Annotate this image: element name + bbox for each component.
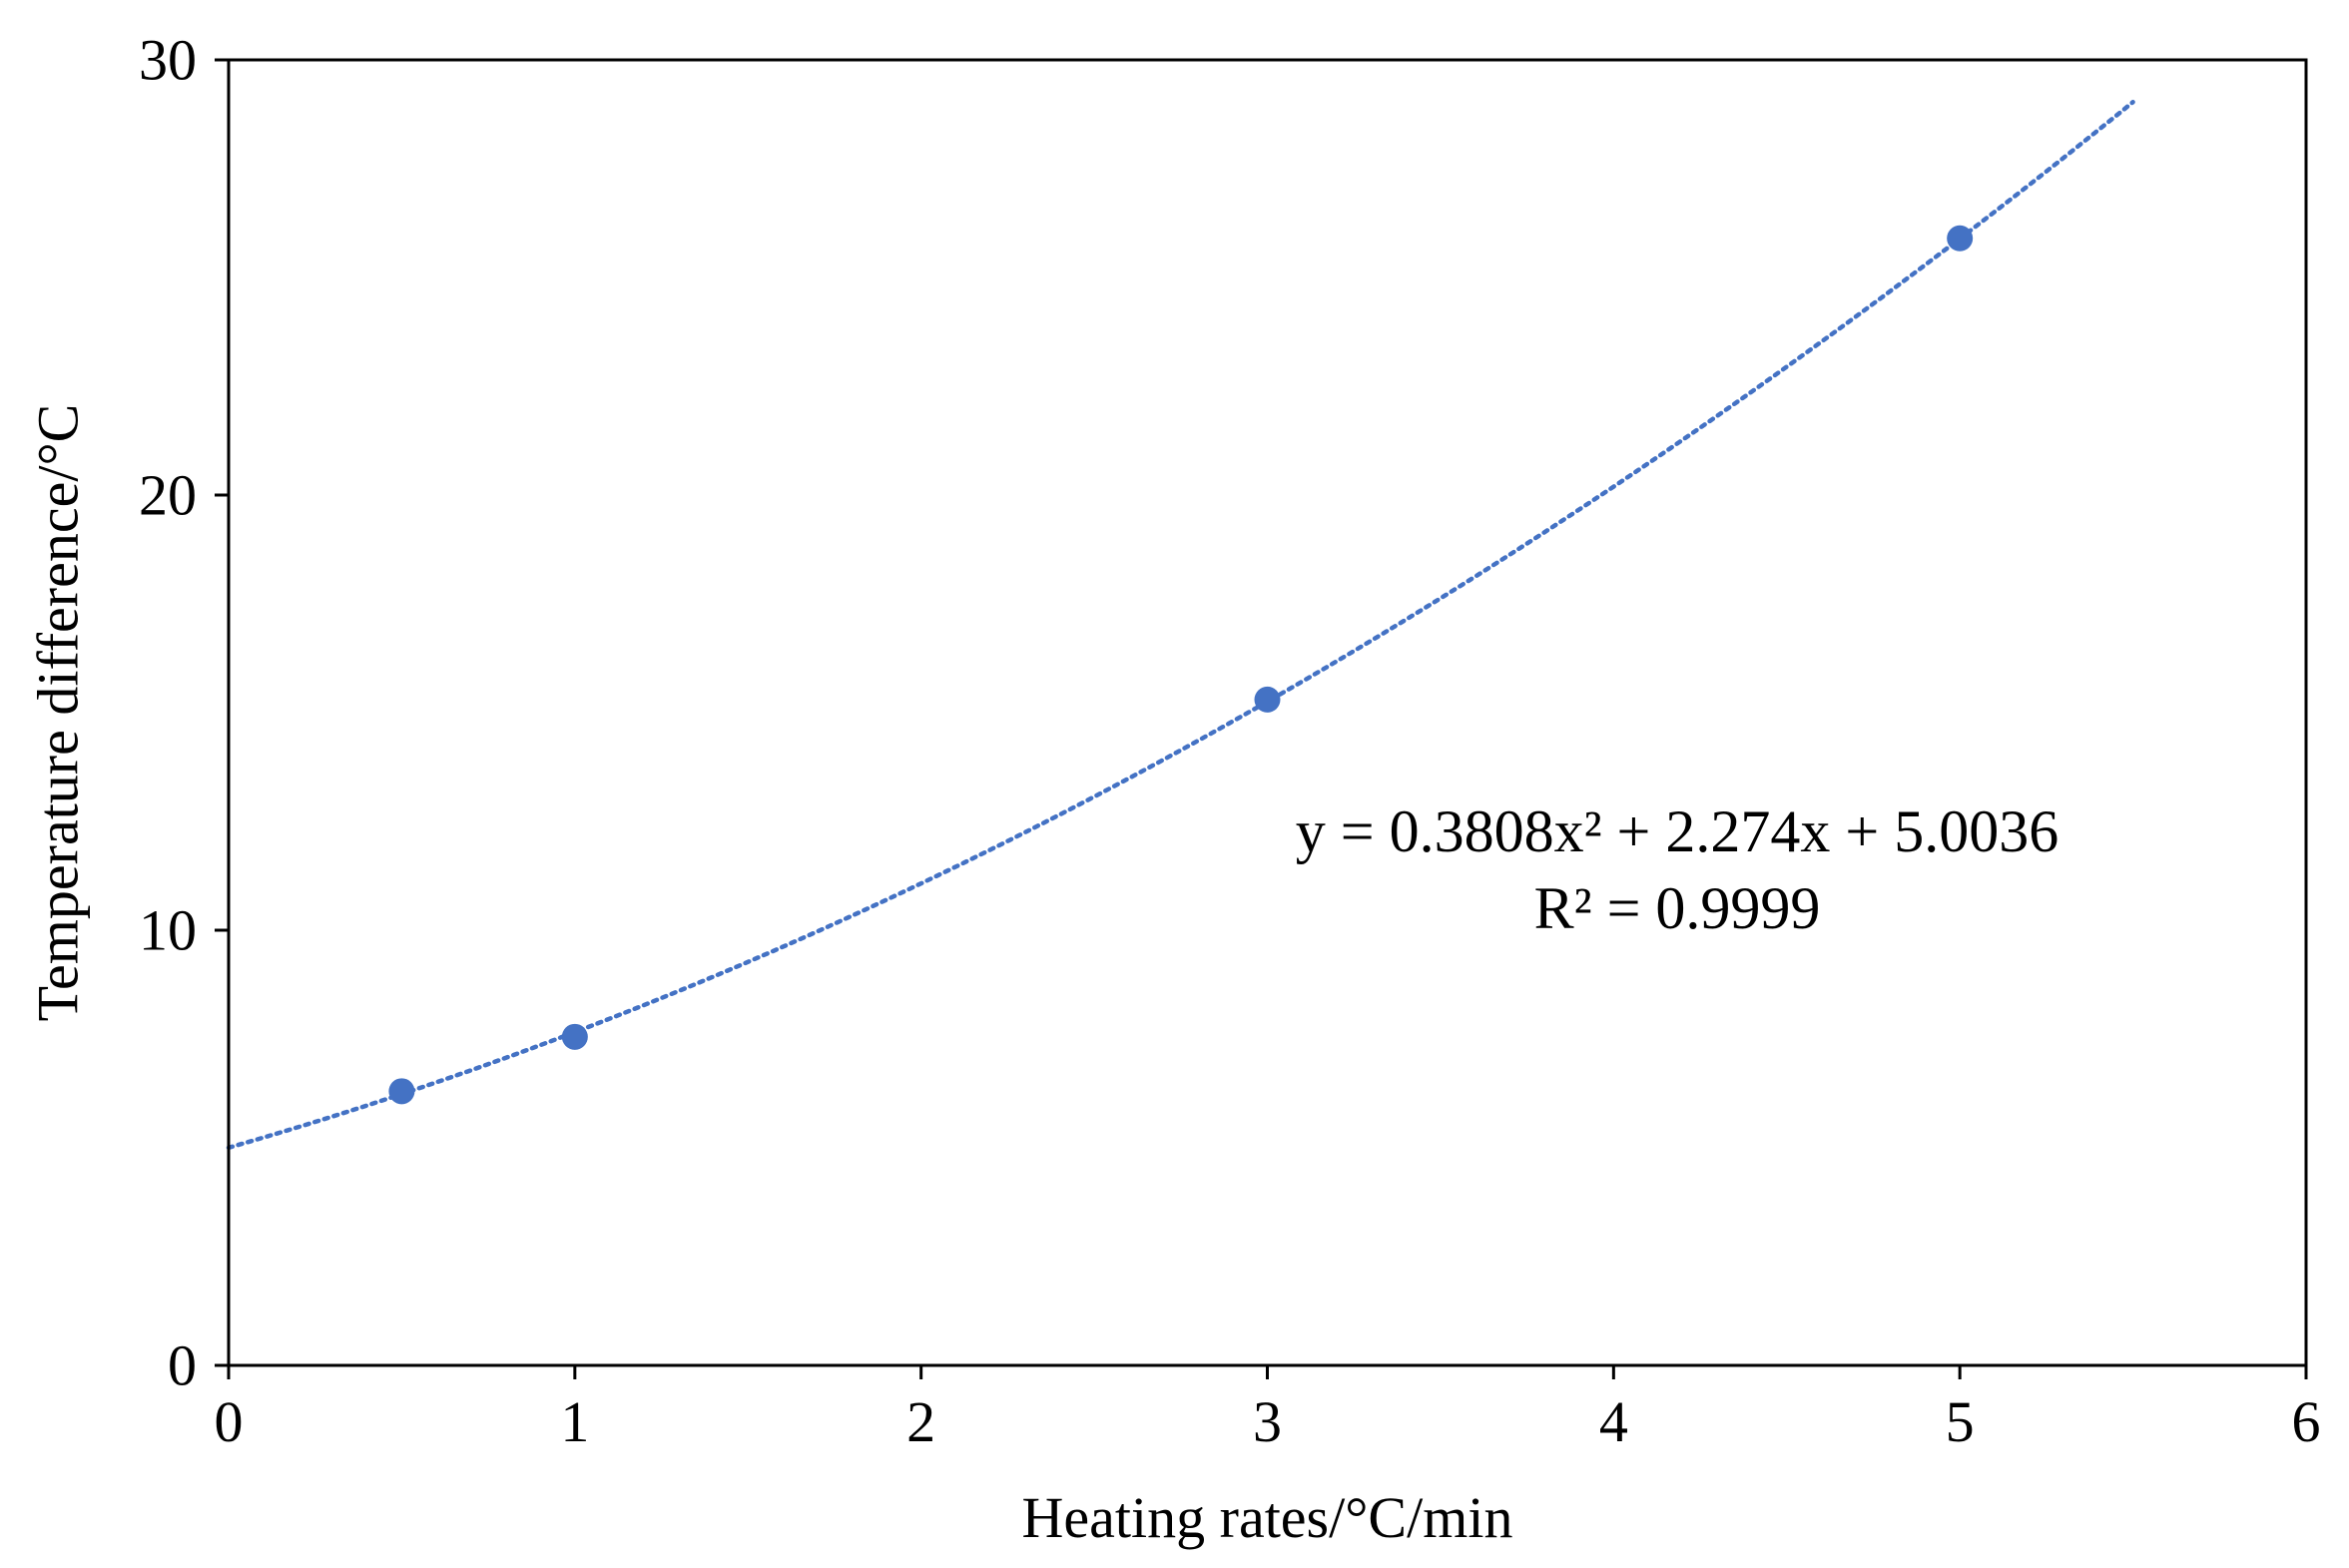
data-point xyxy=(561,1023,588,1050)
y-axis-title: Temperature difference/°C xyxy=(26,404,91,1022)
trendline-group xyxy=(226,100,2135,1151)
x-axis-title: Heating rates/°C/min xyxy=(1022,1485,1513,1550)
x-tick-label: 3 xyxy=(1253,1389,1282,1454)
trendline-r-squared: R² = 0.9999 xyxy=(1534,875,1821,941)
y-tick-label: 0 xyxy=(168,1333,197,1398)
data-points-group xyxy=(388,225,1974,1105)
x-axis-ticks: 0 1 2 3 4 5 6 xyxy=(215,1365,2321,1454)
x-tick-label: 5 xyxy=(1946,1389,1975,1454)
x-tick-label: 1 xyxy=(560,1389,589,1454)
plot-area-frame xyxy=(227,58,2308,1367)
trendline-equation: y = 0.3808x² + 2.274x + 5.0036 xyxy=(1296,798,2059,864)
data-point xyxy=(1947,225,1974,252)
x-tick-label: 0 xyxy=(215,1389,244,1454)
data-point xyxy=(388,1078,415,1105)
y-tick-label: 20 xyxy=(139,463,197,528)
y-tick-label: 10 xyxy=(139,898,197,963)
x-tick-label: 6 xyxy=(2292,1389,2321,1454)
data-point xyxy=(1254,686,1281,713)
y-axis-ticks: 0 10 20 30 xyxy=(139,28,229,1398)
x-tick-label: 4 xyxy=(1599,1389,1628,1454)
x-tick-label: 2 xyxy=(906,1389,935,1454)
trendline-curve xyxy=(226,100,2135,1151)
y-tick-label: 30 xyxy=(139,28,197,93)
